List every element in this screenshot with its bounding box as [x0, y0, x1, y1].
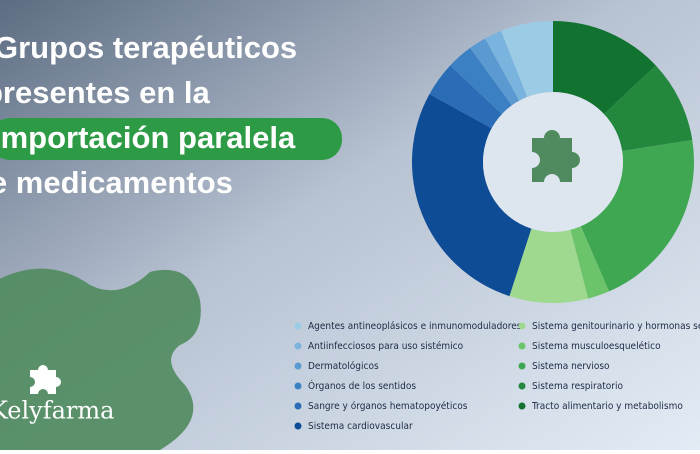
- legend-swatch: [294, 322, 302, 330]
- legend-label: Sistema musculoesquelético: [532, 340, 661, 352]
- legend-swatch: [294, 402, 302, 410]
- center-icon: [532, 130, 580, 182]
- title-line: presentes en la: [0, 75, 210, 110]
- donut-segment: [553, 21, 656, 115]
- brand: Kelyfarma: [0, 397, 114, 425]
- donut-segment: [604, 65, 693, 152]
- legend-label: Antiinfecciosos para uso sistémico: [308, 340, 464, 352]
- legend-swatch: [518, 362, 526, 370]
- title-line: Grupos terapéuticos: [0, 30, 297, 65]
- puzzle-decoration: [0, 268, 201, 450]
- legend-label: Agentes antineoplásicos e inmunomodulado…: [308, 320, 522, 332]
- legend-label: Sistema genitourinario y hormonas sexual…: [532, 321, 700, 332]
- legend-swatch: [518, 402, 526, 410]
- donut-segment: [411, 94, 532, 297]
- legend-swatch: [294, 362, 302, 370]
- legend-swatch: [518, 382, 526, 390]
- brand-icon: [30, 365, 61, 394]
- donut-segment: [470, 38, 520, 106]
- donut-segment: [485, 30, 528, 101]
- donut-segment: [570, 226, 609, 299]
- legend-label: Sistema respiratorio: [532, 381, 623, 392]
- legend-swatch: [518, 342, 526, 350]
- donut-segment: [509, 228, 589, 303]
- legend-swatch: [294, 382, 302, 390]
- legend-label: Sistema nervioso: [532, 361, 610, 372]
- legend-label: Sistema cardiovascular: [308, 421, 413, 432]
- legend-label: Dermatológicos: [308, 360, 379, 372]
- legend-label: Órganos de los sentidos: [308, 379, 416, 392]
- title-line: de medicamentos: [0, 165, 233, 200]
- donut-segment: [501, 21, 553, 97]
- legend-swatch: [294, 422, 302, 430]
- legend-swatch: [294, 342, 302, 350]
- donut-segment: [429, 65, 502, 129]
- legend-label: Sangre y órganos hematopoyéticos: [308, 400, 468, 412]
- legend-label: Tracto alimentario y metabolismo: [531, 401, 683, 412]
- donut-segment: [580, 139, 694, 292]
- title-highlight: [0, 118, 342, 160]
- legend-swatch: [518, 322, 526, 330]
- title-line: importación paralela: [0, 120, 296, 155]
- donut-segment: [450, 47, 512, 115]
